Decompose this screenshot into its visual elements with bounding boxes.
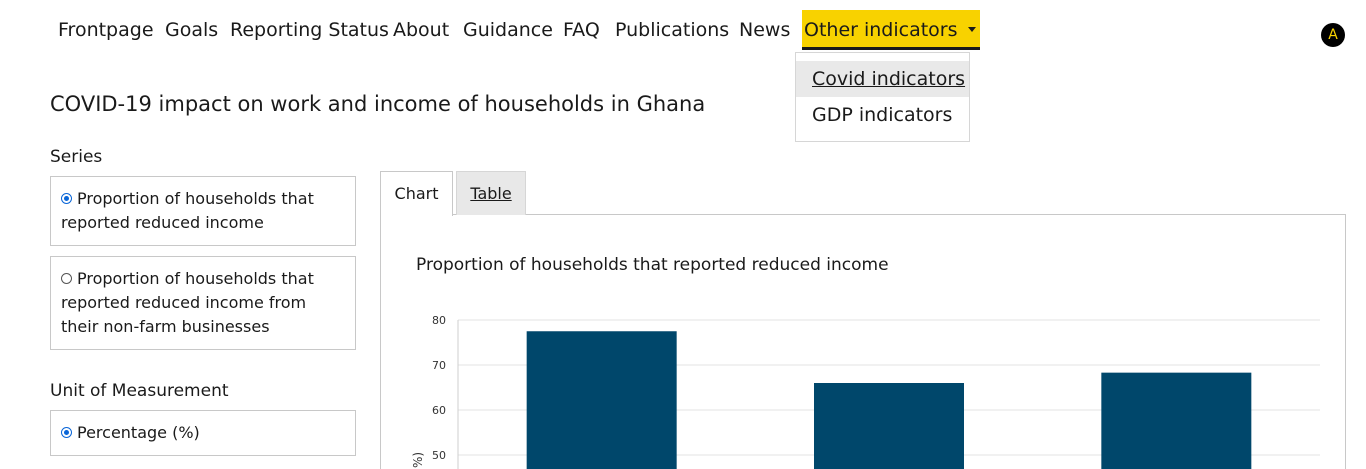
y-tick-label: 50 [432, 449, 446, 462]
y-tick-label: 70 [432, 359, 446, 372]
dropdown-item-covid-indicators[interactable]: Covid indicators [796, 61, 969, 97]
dropdown-item-gdp-indicators[interactable]: GDP indicators [812, 104, 953, 126]
series-option-label: Proportion of households that reported r… [61, 189, 314, 232]
radio-unchecked-icon[interactable] [61, 273, 72, 284]
series-label: Series [50, 147, 103, 167]
radio-checked-icon[interactable] [61, 427, 72, 438]
nav-other-indicators-label: Other indicators [804, 19, 958, 41]
nav-faq[interactable]: FAQ [563, 19, 600, 41]
nav-other-indicators[interactable]: Other indicators [802, 10, 980, 50]
page-title: COVID-19 impact on work and income of ho… [50, 92, 706, 116]
nav-frontpage[interactable]: Frontpage [58, 19, 154, 41]
bar-chart: 50 60 70 80 %) [411, 314, 1320, 469]
chart-y-axis: 50 60 70 80 [432, 314, 459, 469]
unit-option-percentage[interactable]: Percentage (%) [50, 410, 356, 456]
bar-1[interactable] [526, 331, 677, 469]
y-tick-label: 60 [432, 404, 446, 417]
tab-table[interactable]: Table [456, 171, 526, 215]
series-option-reduced-income[interactable]: Proportion of households that reported r… [50, 176, 356, 246]
other-indicators-dropdown: Covid indicators GDP indicators [795, 52, 970, 142]
nav-goals[interactable]: Goals [165, 19, 219, 41]
series-option-reduced-income-non-farm[interactable]: Proportion of households that reported r… [50, 256, 356, 350]
tab-chart[interactable]: Chart [380, 171, 453, 216]
nav-guidance[interactable]: Guidance [463, 19, 553, 41]
chart-title: Proportion of households that reported r… [416, 255, 889, 275]
caret-down-icon [967, 27, 976, 32]
chart-bars [526, 331, 1252, 469]
y-tick-label: 80 [432, 314, 446, 327]
chart-y-axis-label: %) [411, 452, 425, 468]
nav-reporting-status[interactable]: Reporting Status [230, 19, 389, 41]
series-option-label: Proportion of households that reported r… [61, 269, 314, 336]
nav-publications[interactable]: Publications [615, 19, 730, 41]
nav-news[interactable]: News [739, 19, 791, 41]
radio-checked-icon[interactable] [61, 193, 72, 204]
unit-option-label: Percentage (%) [77, 423, 200, 442]
bar-3[interactable] [1101, 372, 1252, 469]
user-avatar[interactable]: A [1321, 23, 1345, 47]
bar-2[interactable] [814, 383, 964, 469]
nav-about[interactable]: About [393, 19, 450, 41]
unit-label: Unit of Measurement [50, 381, 229, 401]
